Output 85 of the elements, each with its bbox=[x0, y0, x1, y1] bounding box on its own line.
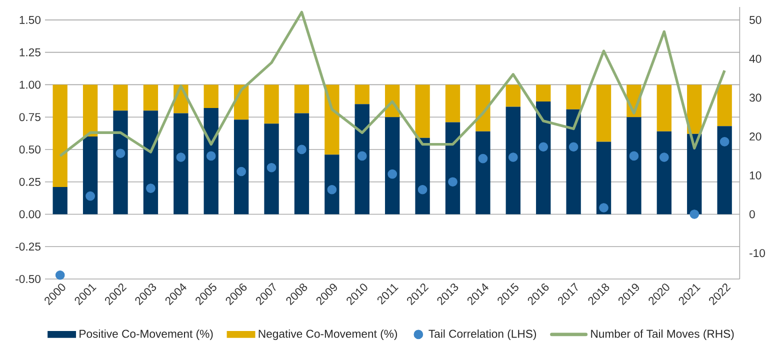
point bbox=[357, 151, 367, 161]
point bbox=[629, 151, 639, 161]
point bbox=[55, 270, 65, 280]
point bbox=[418, 184, 428, 194]
bar bbox=[385, 117, 400, 214]
point bbox=[327, 184, 337, 194]
point bbox=[86, 191, 95, 201]
bar bbox=[445, 84, 460, 122]
y2-tick-label: 30 bbox=[749, 94, 762, 102]
bar bbox=[354, 104, 370, 214]
point bbox=[266, 162, 276, 172]
bar bbox=[596, 84, 612, 142]
point bbox=[568, 142, 578, 152]
bar bbox=[82, 136, 98, 214]
legend-label: Number of Tail Moves (RHS) bbox=[591, 329, 734, 340]
y2-tick-label: 50 bbox=[750, 16, 762, 24]
bar bbox=[536, 102, 551, 214]
point bbox=[206, 151, 216, 161]
y-tick-label: 1.50 bbox=[20, 16, 41, 24]
bar bbox=[415, 138, 430, 214]
y-tick-label: -0.50 bbox=[16, 274, 41, 284]
y2-tick-label: -10 bbox=[750, 249, 765, 258]
point bbox=[720, 137, 730, 146]
point bbox=[116, 148, 126, 158]
point bbox=[388, 169, 398, 179]
point bbox=[176, 152, 186, 162]
bar bbox=[354, 84, 370, 104]
bar bbox=[656, 131, 672, 214]
bar bbox=[52, 84, 68, 188]
bar bbox=[143, 110, 158, 214]
legend-label: Tail Correlation (LHS) bbox=[428, 329, 536, 340]
line-series bbox=[58, 10, 726, 158]
y2-tick-label: 40 bbox=[749, 54, 762, 63]
bar bbox=[174, 113, 188, 214]
point bbox=[297, 144, 306, 154]
bar bbox=[113, 110, 128, 214]
legend-label: Negative Co-Movement (%) bbox=[258, 329, 398, 340]
bar bbox=[596, 142, 612, 214]
bar bbox=[234, 120, 249, 214]
bar bbox=[476, 131, 490, 214]
point bbox=[478, 154, 488, 164]
point bbox=[599, 203, 608, 212]
y-tick-label: 0.00 bbox=[19, 210, 41, 218]
point bbox=[660, 152, 669, 162]
bar bbox=[656, 84, 672, 132]
bar bbox=[294, 84, 310, 114]
point bbox=[448, 177, 458, 187]
y2-tick-label: 20 bbox=[750, 132, 762, 141]
point bbox=[236, 166, 246, 176]
bar bbox=[445, 122, 460, 214]
bar bbox=[264, 84, 279, 124]
bar bbox=[566, 84, 581, 110]
y-tick-label: 1.25 bbox=[20, 48, 40, 56]
bar bbox=[476, 84, 490, 132]
bar bbox=[204, 108, 218, 214]
bar bbox=[536, 84, 551, 102]
bar bbox=[566, 109, 581, 214]
y-tick-label: -0.25 bbox=[16, 242, 40, 251]
point bbox=[508, 152, 518, 162]
y2-tick-label: 0 bbox=[749, 210, 755, 218]
bar bbox=[687, 84, 702, 134]
y-tick-label: 0.50 bbox=[19, 145, 41, 154]
bar bbox=[143, 84, 158, 111]
point bbox=[538, 142, 548, 152]
bar bbox=[626, 117, 642, 214]
y2-tick-label: 10 bbox=[750, 171, 762, 180]
bar bbox=[204, 84, 218, 108]
bar bbox=[717, 84, 732, 126]
y-tick-label: 0.75 bbox=[19, 113, 40, 122]
y-tick-label: 1.00 bbox=[20, 80, 41, 89]
legend-label: Positive Co-Movement (%) bbox=[80, 329, 213, 340]
point bbox=[146, 184, 156, 193]
bar bbox=[113, 84, 128, 111]
bar bbox=[717, 126, 732, 214]
bar bbox=[52, 187, 68, 214]
bar bbox=[506, 106, 520, 214]
y-tick-label: 0.25 bbox=[19, 178, 40, 186]
bar bbox=[324, 154, 340, 214]
bar bbox=[82, 84, 98, 137]
bar bbox=[294, 113, 310, 214]
bar bbox=[506, 84, 520, 107]
point bbox=[690, 210, 700, 219]
bar bbox=[264, 124, 279, 214]
bar bbox=[415, 84, 430, 138]
bar bbox=[324, 84, 340, 155]
